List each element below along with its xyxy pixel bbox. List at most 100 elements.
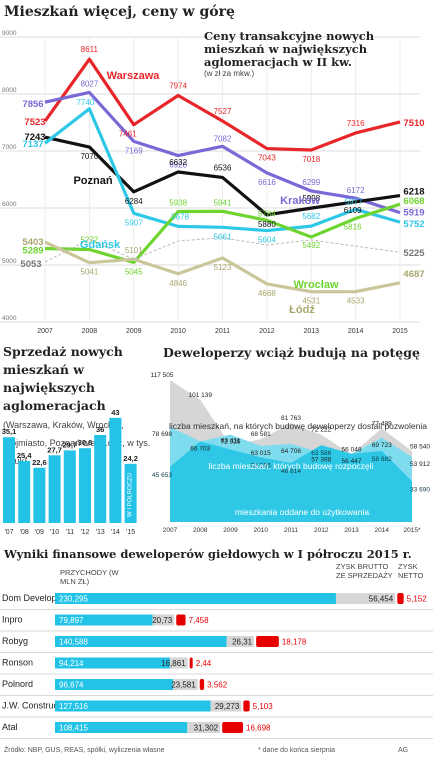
sales-value-label: 25,4 bbox=[17, 451, 32, 460]
fin-revenue-label: 108,415 bbox=[59, 724, 88, 733]
fin-gross-label: 23,581 bbox=[171, 681, 196, 690]
fin-gross-label: 56,454 bbox=[369, 595, 394, 604]
sales-x-label: '09 bbox=[35, 529, 44, 536]
y-tick-label: 7000 bbox=[2, 144, 17, 151]
sales-x-label: '15 bbox=[126, 529, 135, 536]
fin-revenue-label: 140,588 bbox=[59, 638, 88, 647]
price-chart-header: Ceny transakcyjne nowych mieszkań w najw… bbox=[204, 30, 430, 79]
fin-company-name: Polnord bbox=[2, 679, 33, 689]
data-label: 6284 bbox=[125, 197, 143, 206]
fin-company-name: Atal bbox=[2, 722, 18, 732]
series-name: Wrocław bbox=[293, 279, 338, 291]
sales-bar bbox=[3, 437, 15, 523]
series-line-Poznań bbox=[44, 135, 401, 217]
area-value-label: 77 489 bbox=[372, 420, 392, 427]
area-value-label: 48 814 bbox=[281, 468, 301, 475]
data-label: 6172 bbox=[347, 186, 365, 195]
x-tick-label: 2009 bbox=[126, 328, 142, 335]
sales-value-label: 30,6 bbox=[78, 438, 93, 447]
data-label: 7527 bbox=[214, 107, 232, 116]
area-value-label: 57 398 bbox=[311, 457, 331, 464]
sales-value-label: 43 bbox=[111, 408, 119, 417]
sales-bar-chart: 35,1 '07 25,4 '08 22,6 '09 27,7 '10 29,7 '11 30,6 '… bbox=[2, 408, 138, 536]
data-label: 6536 bbox=[214, 163, 232, 172]
area-value-label: 53 505 bbox=[251, 462, 271, 469]
data-label: 7523 bbox=[24, 117, 45, 128]
data-label: 5752 bbox=[403, 219, 424, 230]
area-value-label: 45 653 bbox=[152, 472, 172, 479]
fin-revenue-bar bbox=[55, 722, 188, 733]
area-value-label: 101 139 bbox=[189, 392, 213, 399]
fin-revenue-label: 230,295 bbox=[59, 595, 88, 604]
fin-revenue-bar bbox=[55, 679, 173, 690]
data-label: 8027 bbox=[80, 79, 98, 88]
dev-area-chart: 117 505 101 139 63 411 68 581 81 763 72 222 56… bbox=[150, 372, 430, 534]
data-label: 6616 bbox=[258, 178, 276, 187]
x-tick-label: 2008 bbox=[82, 328, 98, 335]
fin-company-name: Inpro bbox=[2, 615, 23, 625]
data-label: 7740 bbox=[76, 98, 94, 107]
area-x-label: 2007 bbox=[163, 527, 178, 534]
fin-col-revenue: PRZYCHODY (W MLN ZŁ) bbox=[60, 568, 119, 586]
data-label: 7316 bbox=[347, 119, 365, 128]
area-value-label: 58 540 bbox=[410, 443, 430, 450]
area-x-label: 2010 bbox=[254, 527, 269, 534]
data-label: 7137 bbox=[22, 139, 43, 150]
fin-revenue-bar bbox=[55, 636, 227, 647]
area-x-label: 2009 bbox=[223, 527, 238, 534]
sales-x-label: '14 bbox=[111, 529, 120, 536]
sales-header: Sprzedaż nowych mieszkań w największych … bbox=[3, 343, 153, 469]
y-tick-label: 4000 bbox=[2, 315, 17, 322]
data-label: 6920 bbox=[169, 161, 187, 170]
page-title: Mieszkań więcej, ceny w górę bbox=[4, 4, 235, 20]
data-label: 5816 bbox=[344, 222, 362, 231]
data-label: 5492 bbox=[302, 241, 320, 250]
x-tick-label: 2015 bbox=[392, 328, 408, 335]
data-label: 5977 bbox=[345, 197, 363, 206]
area-shapes bbox=[170, 380, 412, 522]
fin-net-label: 5,152 bbox=[407, 595, 428, 604]
data-label: 4531 bbox=[302, 297, 320, 306]
area-value-label: 81 763 bbox=[281, 415, 301, 422]
fin-gross-bar bbox=[187, 722, 221, 733]
fin-net-label: 2,44 bbox=[196, 659, 212, 668]
data-label: 7856 bbox=[22, 99, 43, 110]
area-value-label: 72 326 bbox=[221, 439, 241, 446]
fin-net-label: 16,698 bbox=[246, 724, 271, 733]
data-label: 7461 bbox=[119, 130, 137, 139]
line-series-names: Warszawa Kraków Poznań Gdańsk Wrocław Łódź bbox=[73, 70, 339, 316]
y-tick-label: 9000 bbox=[2, 30, 17, 37]
data-label: 7082 bbox=[214, 134, 232, 143]
area-label-permits: liczba mieszkań, na których budowę dewel… bbox=[169, 421, 427, 431]
data-label: 7070 bbox=[80, 152, 98, 161]
dev-title: Deweloperzy wciąż budują na potęgę bbox=[163, 345, 420, 360]
data-label: 5045 bbox=[125, 267, 143, 276]
sales-value-label: 22,6 bbox=[32, 458, 47, 467]
data-label: 5225 bbox=[403, 248, 425, 259]
sales-bar bbox=[48, 455, 61, 523]
fin-gross-bar bbox=[172, 679, 198, 690]
sales-bar bbox=[94, 435, 107, 523]
fin-company-name: J.W. Construction bbox=[2, 701, 73, 711]
area-value-label: 63 015 bbox=[251, 450, 271, 457]
data-label: 5682 bbox=[302, 212, 320, 221]
fin-gross-label: 29,273 bbox=[215, 702, 240, 711]
area-value-label: 68 581 bbox=[251, 431, 271, 438]
data-label: 7243 bbox=[24, 132, 45, 143]
data-label: 5880 bbox=[258, 220, 276, 229]
sales-x-label: '13 bbox=[96, 529, 105, 536]
data-label: 5938 bbox=[169, 199, 187, 208]
data-label: 5907 bbox=[125, 218, 143, 227]
fin-company-name: Dom Development bbox=[2, 593, 77, 603]
area-labels: 117 505 101 139 63 411 68 581 81 763 72 222 56… bbox=[150, 372, 430, 493]
sales-x-label: '12 bbox=[80, 529, 89, 536]
sales-subtitle: (Warszawa, Kraków, Wrocław, Trójmiasto, … bbox=[3, 420, 151, 466]
data-label: 6068 bbox=[403, 196, 424, 207]
area-value-label: 58 882 bbox=[372, 456, 392, 463]
area-value-label: 69 723 bbox=[372, 442, 392, 449]
fin-net-bar bbox=[397, 593, 404, 604]
fin-revenue-bar bbox=[55, 593, 336, 604]
fin-revenue-bar bbox=[55, 700, 211, 712]
fin-net-label: 18,178 bbox=[282, 638, 307, 647]
